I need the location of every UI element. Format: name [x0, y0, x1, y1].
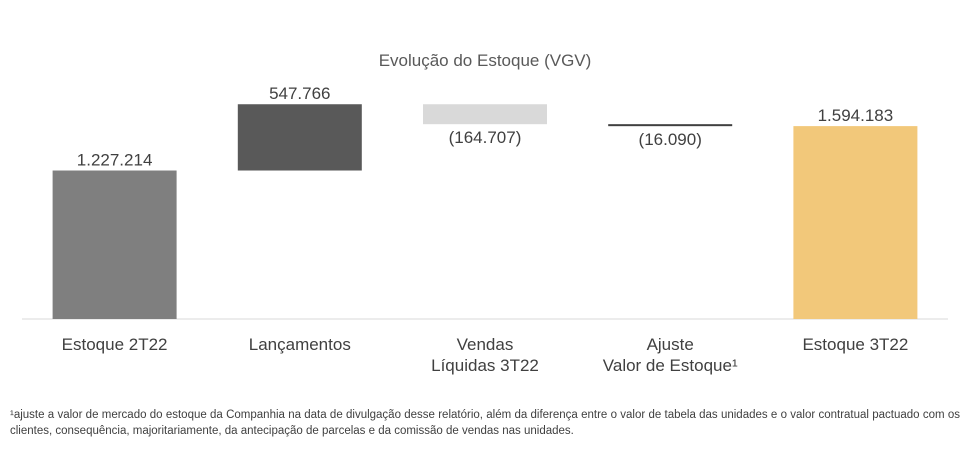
- waterfall-chart: Evolução do Estoque (VGV) 1.227.214 547.7…: [22, 51, 948, 375]
- data-label-5: 1.594.183: [818, 106, 894, 125]
- data-label-2: 547.766: [269, 84, 330, 103]
- chart-title: Evolução do Estoque (VGV): [379, 51, 592, 70]
- category-label-5: Estoque 3T22: [802, 335, 908, 354]
- bar-1: [52, 170, 177, 319]
- category-label-2: Lançamentos: [249, 335, 351, 354]
- footnote: ¹ajuste a valor de mercado do estoque da…: [10, 409, 960, 437]
- category-label-line: Valor de Estoque¹: [603, 356, 738, 375]
- data-label-3: (164.707): [449, 128, 522, 147]
- bar-5: [793, 126, 918, 319]
- data-label-1: 1.227.214: [77, 151, 153, 170]
- category-label-line: Estoque 2T22: [62, 335, 168, 354]
- category-label-line: Ajuste: [647, 335, 694, 354]
- bar-2: [237, 104, 362, 171]
- category-label-4: Ajuste Valor de Estoque¹: [603, 335, 738, 375]
- category-label-1: Estoque 2T22: [62, 335, 168, 354]
- category-label-3: Vendas Líquidas 3T22: [431, 335, 539, 375]
- bar-3: [423, 104, 547, 125]
- category-label-line: Lançamentos: [249, 335, 351, 354]
- category-label-line: Estoque 3T22: [802, 335, 908, 354]
- data-label-4: (16.090): [639, 130, 702, 149]
- category-label-line: Líquidas 3T22: [431, 356, 539, 375]
- bar-4: [608, 124, 733, 127]
- category-label-line: Vendas: [457, 335, 514, 354]
